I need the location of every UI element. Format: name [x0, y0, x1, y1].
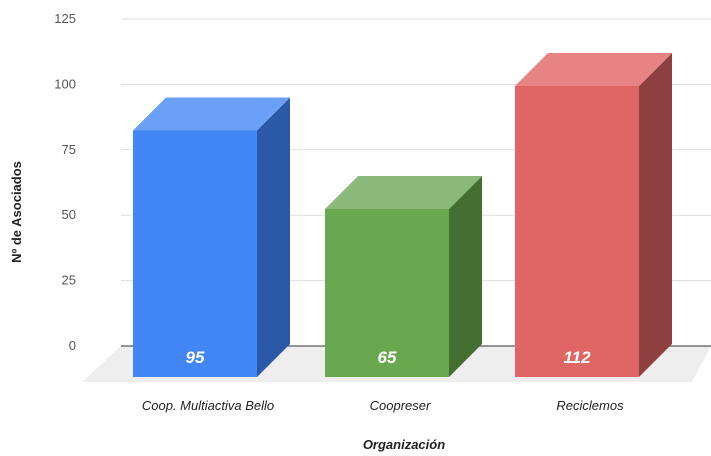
bar-top-face [515, 53, 672, 87]
bar-side-face [449, 175, 482, 377]
bar-front-face [515, 86, 639, 378]
bars: 95 65 112 [133, 53, 672, 378]
x-category-label: Coopreser [370, 398, 431, 413]
y-tick-label: 100 [54, 76, 76, 91]
x-category-label: Reciclemos [556, 398, 624, 413]
bar-value-label: 112 [563, 348, 591, 367]
y-tick-label: 125 [54, 11, 76, 26]
y-axis-title: Nº de Asociados [9, 161, 24, 263]
x-axis-title: Organización [363, 437, 445, 452]
x-category-label: Coop. Multiactiva Bello [142, 398, 274, 413]
bar-top-face [133, 97, 290, 131]
y-axis-ticks: 0 25 50 75 100 125 [54, 11, 76, 353]
bar-value-label: 65 [378, 348, 397, 367]
bar: 112 [515, 53, 672, 378]
bar-top-face [325, 175, 482, 209]
x-axis-category-labels: Coop. Multiactiva Bello Coopreser Reciclem… [142, 398, 624, 413]
y-tick-label: 0 [69, 338, 76, 353]
bar: 95 [133, 97, 290, 377]
bar-side-face [257, 97, 290, 377]
y-tick-label: 50 [62, 207, 76, 222]
bar-front-face [325, 208, 449, 377]
bar: 65 [325, 175, 482, 377]
bar-value-label: 95 [186, 348, 205, 367]
y-tick-label: 75 [62, 142, 76, 157]
bar-front-face [133, 130, 257, 377]
y-tick-label: 25 [62, 273, 76, 288]
bar-side-face [639, 53, 672, 378]
